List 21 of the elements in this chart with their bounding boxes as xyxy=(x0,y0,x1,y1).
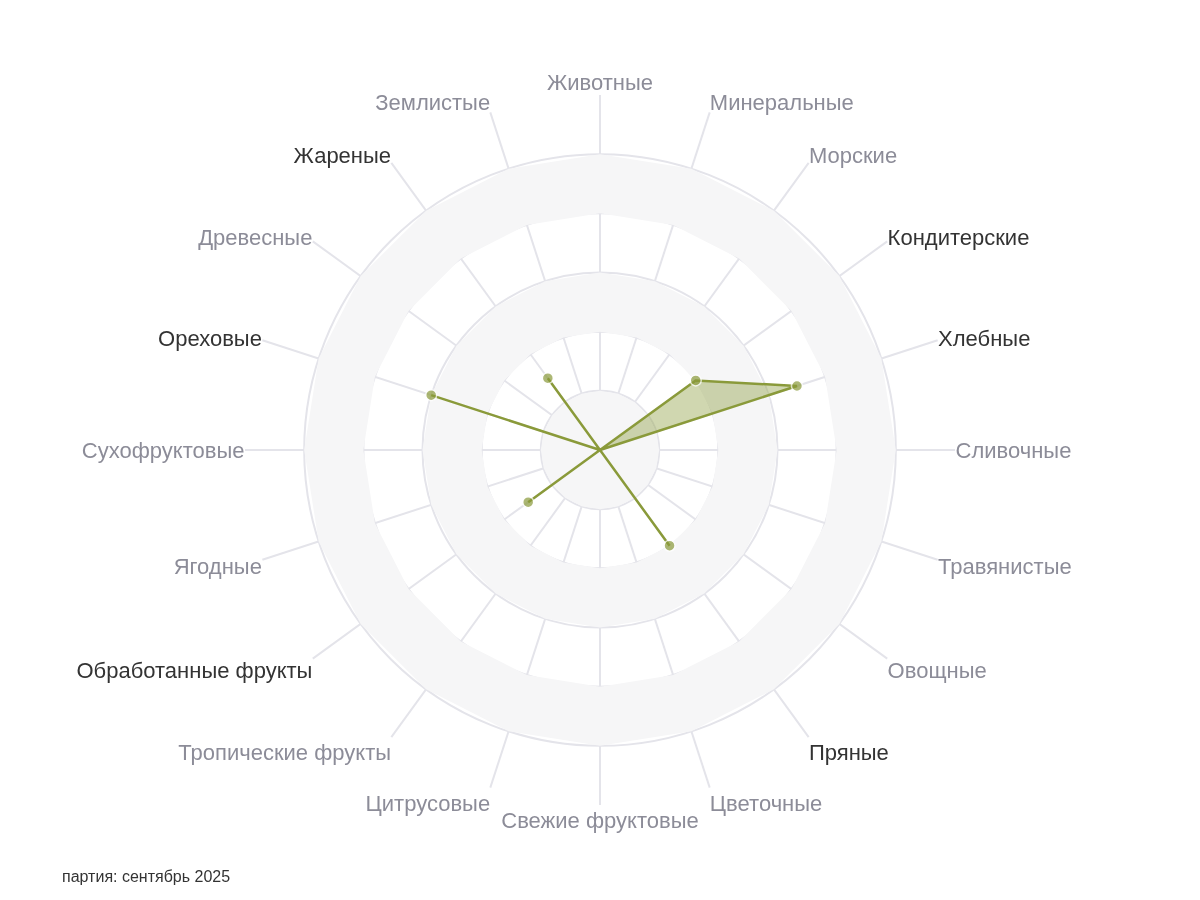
spoke-label: Пряные xyxy=(808,739,889,765)
spoke-label: Хлебные xyxy=(938,326,1031,352)
spoke-label: Животные xyxy=(546,70,654,96)
spoke-label: Цитрусовые xyxy=(365,791,491,817)
spoke-label: Цветочные xyxy=(709,791,823,817)
spoke-label: Ягодные xyxy=(173,553,262,579)
spoke-label: Тропические фрукты xyxy=(178,739,392,765)
spoke-label: Морские xyxy=(808,143,898,169)
spoke-label: Овощные xyxy=(887,658,987,684)
spoke-label: Древесные xyxy=(198,224,313,250)
spoke-label: Кондитерские xyxy=(887,224,1030,250)
spoke-label: Сливочные xyxy=(955,437,1072,463)
spoke-label: Ореховые xyxy=(158,326,262,352)
spoke-label: Травянистые xyxy=(938,553,1072,579)
spoke-label: Обработанные фрукты xyxy=(76,658,313,684)
spoke-label: Землистые xyxy=(375,90,491,116)
spoke-label: Жареные xyxy=(293,143,392,169)
text: партия: сентябрь 2025 xyxy=(62,868,231,885)
spoke-label: Сухофруктовые xyxy=(81,437,245,463)
spoke-label: Минеральные xyxy=(709,90,854,116)
spoke-label: Свежие фруктовые xyxy=(501,807,699,833)
